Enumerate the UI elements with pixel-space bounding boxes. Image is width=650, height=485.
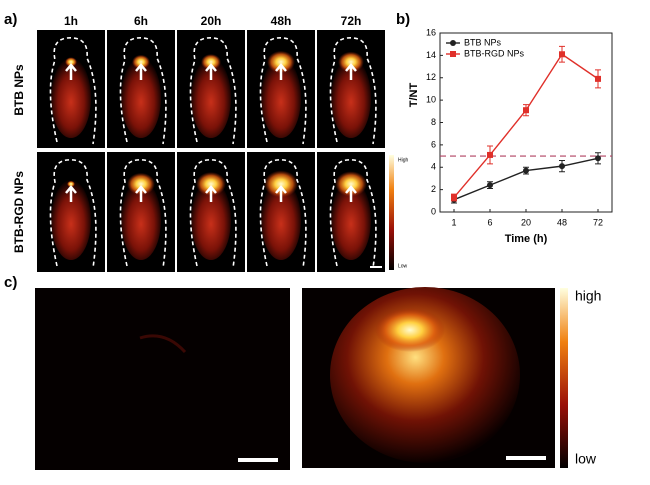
point [523,167,529,174]
colorbar-label: Low [398,263,408,269]
x-tick-label: 6 [487,217,492,227]
series-line [453,157,599,201]
timepoint-label: 72h [341,14,362,28]
body-signal [51,58,91,138]
outline [329,37,377,145]
y-tick-label: 8 [431,117,436,127]
body-signal [191,180,231,260]
body-signal [121,58,161,138]
y-tick-label: 4 [431,162,436,172]
y-tick-label: 16 [426,27,436,37]
y-axis-label: T/NT [408,83,420,108]
arrow [205,63,217,80]
arrow [65,185,77,202]
tumor-signal [335,171,367,197]
outline [259,159,307,269]
y-tick-label: 14 [426,50,436,60]
legend-marker [450,40,456,46]
x-tick-label: 72 [593,217,603,227]
tumor-signal [267,50,295,74]
body-signal [261,180,301,260]
colorbar-label: low [575,451,597,467]
tumor-signal [67,180,75,188]
tumor-signal [196,172,226,196]
body-signal [331,58,371,138]
arrow [345,63,357,80]
x-tick-label: 48 [557,217,567,227]
point [451,194,457,201]
tumor-signal [338,51,364,73]
body-signal [191,58,231,138]
tumor-signal [127,172,155,196]
scale-bar [370,266,382,268]
y-tick-label: 2 [431,184,436,194]
image [35,288,290,470]
arrow [65,63,77,80]
arrow [135,63,147,80]
x-axis-label: Time (h) [505,233,548,245]
colorbar [389,155,394,270]
x-tick-label: 1 [451,217,456,227]
body-signal [261,58,301,138]
point [487,182,493,189]
point [595,155,601,162]
timepoint-label: 20h [201,14,222,28]
outline [119,159,167,269]
y-tick-label: 10 [426,95,436,105]
colorbar [560,288,568,468]
panel-c: high low [35,287,601,470]
y-tick-label: 0 [431,206,436,216]
outline [189,159,237,269]
tumor-signal [65,57,77,67]
timepoint-label: 48h [271,14,292,28]
row-label: BTB NPs [12,64,26,116]
tumor-signal [201,54,221,70]
y-tick-label: 6 [431,139,436,149]
outline [49,159,97,269]
colorbar-label: High [398,157,409,163]
outline [49,37,97,145]
arrow [275,63,287,80]
legend-marker [450,51,456,57]
arrow [135,185,147,202]
faint-signal [139,334,187,354]
tumor-signal [132,54,150,70]
point [559,163,565,170]
arrow [205,185,217,202]
body-signal [51,180,91,260]
tumor-signal [264,170,298,198]
colorbar-label: high [575,288,601,304]
panel-a: 1h 6h 20h 48h 72h BTB NPs BTB-RGD NPs High Low [12,14,409,272]
body-signal [331,180,371,260]
series-line [453,53,599,198]
body-signal [121,180,161,260]
y-tick-label: 12 [426,72,436,82]
scale-bar [506,456,546,460]
point [523,107,529,114]
outline [259,37,307,145]
timepoint-label: 6h [134,14,148,28]
scale-bar [238,458,278,462]
panel-label: a) [4,11,17,28]
outline [329,159,377,269]
panel-label: c) [4,274,17,291]
hot-spot [375,308,445,352]
row-label: BTB-RGD NPs [12,171,26,253]
arrow [275,185,287,202]
outline [119,37,167,145]
x-tick-label: 20 [521,217,531,227]
point [595,75,601,82]
panel-label: b) [396,11,410,28]
point [559,51,565,58]
outline [189,37,237,145]
legend-label: BTB NPs [464,37,502,47]
arrow [345,185,357,202]
legend-label: BTB-RGD NPs [464,48,525,58]
plot-frame [439,32,613,213]
timepoint-label: 1h [64,14,78,28]
point [487,151,493,158]
